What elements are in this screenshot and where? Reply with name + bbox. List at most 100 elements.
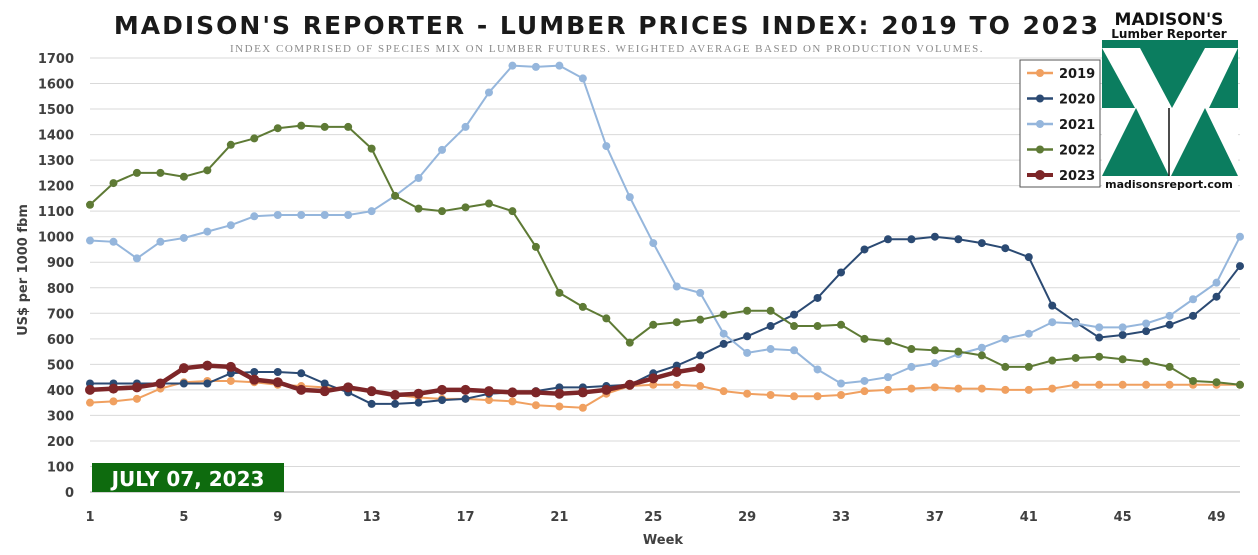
data-point [1142,327,1151,336]
legend-label: 2022 [1059,144,1095,159]
y-tick-label: 600 [47,333,74,348]
data-point [1118,380,1127,389]
data-point [602,142,611,151]
data-point [1024,362,1033,371]
data-point [531,401,540,410]
data-point [719,329,728,338]
data-point [202,360,213,371]
y-axis-label: US$ per 1000 fbm [16,204,31,336]
data-point [1142,357,1151,366]
data-point [837,268,846,277]
data-point [696,351,705,360]
data-point [1165,320,1174,329]
data-point [203,379,212,388]
legend: 2019 2020 2021 2022 2023 [1019,59,1101,188]
logo-tree-left-bottom [1102,108,1169,176]
data-point [1236,380,1244,389]
data-point [625,338,634,347]
date-badge-text: JULY 07, 2023 [110,467,265,491]
logo-tree-center-top [1140,48,1205,108]
data-point [508,61,517,70]
data-point [977,384,986,393]
data-point [414,398,423,407]
data-point [508,397,517,406]
y-tick-label: 800 [47,282,74,297]
data-point [1071,380,1080,389]
data-point [156,237,165,246]
series-2023 [85,360,706,400]
data-point [179,379,188,388]
data-point [508,207,517,216]
data-point [1142,380,1151,389]
series-line-2019 [89,379,1240,409]
data-point [226,221,235,230]
data-point [860,376,869,385]
data-point [883,337,892,346]
data-point [225,361,236,372]
data-point [1212,292,1221,301]
data-point [297,121,306,130]
legend-label: 2019 [1059,67,1095,82]
data-point [1165,380,1174,389]
data-point [930,232,939,241]
y-tick-label: 900 [47,256,74,271]
data-point [648,373,659,384]
y-tick-label: 200 [47,435,74,450]
data-point [1024,385,1033,394]
data-point [273,124,282,133]
data-point [86,200,94,209]
data-point [366,386,377,397]
data-point [109,179,118,188]
data-point [1095,380,1104,389]
legend-marker [1036,120,1044,128]
data-point [672,380,681,389]
data-point [1142,319,1151,328]
logo-band [1102,40,1238,48]
x-tick-label: 21 [550,510,568,525]
y-tick-label: 1200 [38,180,74,195]
y-tick-label: 1600 [38,78,74,93]
data-point [977,351,986,360]
data-point [132,394,141,403]
data-point [1189,295,1198,304]
data-point [109,397,118,406]
data-point [367,207,376,216]
data-point [977,239,986,248]
data-point [484,199,493,208]
data-point [883,385,892,394]
data-point [273,368,282,377]
x-tick-label: 49 [1207,510,1225,525]
data-point [156,168,165,177]
data-point [695,363,706,374]
brand-website: madisonsreport.com [1105,178,1233,191]
data-point [413,388,424,399]
data-point [203,227,212,236]
legend-entry-2020: 2020 [1027,93,1095,108]
legend-marker [1036,69,1044,77]
data-point [438,207,447,216]
data-point [671,367,682,378]
data-point [390,389,401,400]
date-badge-background [92,463,284,492]
data-point [344,122,353,131]
data-point [790,346,799,355]
data-point [531,242,540,251]
data-point [531,62,540,71]
x-tick-label: 17 [456,510,474,525]
brand-name: MADISON'S [1115,10,1224,30]
data-point [461,203,470,212]
series-2022 [86,121,1244,389]
data-point [1118,323,1127,332]
data-point [179,233,188,242]
y-tick-label: 1300 [38,154,74,169]
x-tick-label: 25 [644,510,662,525]
y-tick-label: 1400 [38,129,74,144]
y-tick-label: 700 [47,307,74,322]
data-point [226,376,235,385]
series [85,61,1244,412]
data-point [555,288,564,297]
data-point [344,211,353,220]
data-point [1071,353,1080,362]
date-badge: JULY 07, 2023 [92,463,284,492]
